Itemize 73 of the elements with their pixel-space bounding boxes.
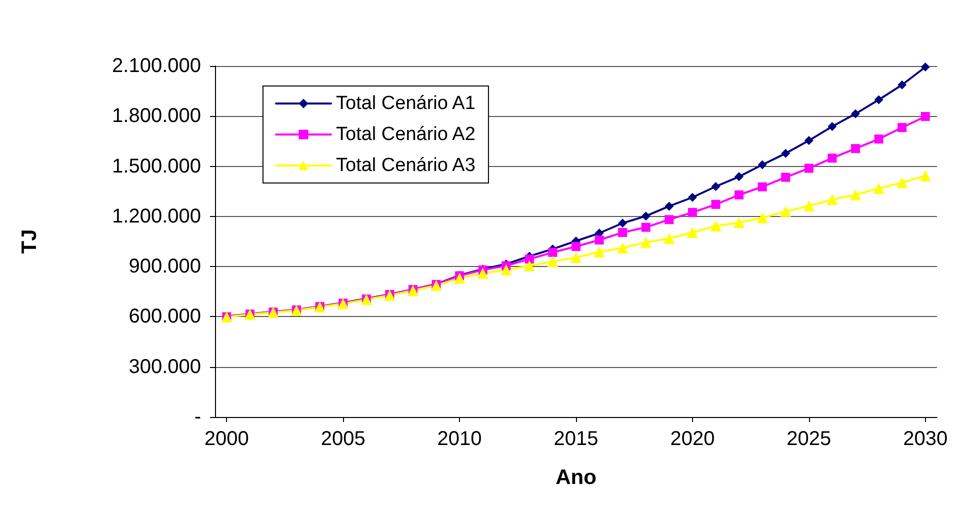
point [524,260,535,272]
point [640,236,652,248]
point [686,226,698,238]
point [850,109,860,118]
point [920,62,930,72]
point [804,164,814,173]
x-tick-label: 2010 [437,428,482,450]
point [594,246,605,258]
point [850,189,861,200]
legend-label: Total Cenário A3 [336,155,476,176]
point [826,194,838,206]
point [828,122,837,132]
point [617,242,628,254]
y-tick-label: - [194,406,201,428]
point [547,256,558,268]
point [920,170,931,182]
y-tick-label: 1.500.000 [112,155,201,178]
point [477,268,488,279]
point [688,192,697,202]
point [641,212,650,221]
point [664,215,674,224]
y-axis-title: TJ [18,229,41,254]
point [804,136,814,146]
point [572,242,580,252]
point [734,172,744,182]
point [781,172,790,182]
point [850,144,860,154]
point [828,154,837,163]
point [874,95,884,104]
point [711,200,720,209]
point [898,80,907,90]
x-tick-label: 2015 [554,428,598,450]
legend-label: Total Cenário A2 [336,124,476,145]
y-tick-label: 600.000 [128,306,201,328]
point [873,182,884,194]
point [803,200,814,212]
y-tick-label: 2.100.000 [112,55,201,77]
point [454,272,466,284]
point [641,222,650,232]
x-tick-label: 2020 [670,428,715,450]
x-axis-title: Ano [556,466,596,489]
point [664,232,675,244]
x-tick-label: 2000 [204,428,249,450]
x-tick-label: 2005 [320,428,366,450]
point [710,220,722,232]
point [758,182,767,192]
point [734,190,744,200]
y-tick-label: 300.000 [128,356,201,378]
x-tick-label: 2030 [903,428,948,450]
point [688,208,697,217]
point [781,148,790,158]
point [711,182,720,192]
point [524,254,534,264]
point [756,212,768,224]
point [570,252,582,264]
point [734,217,745,228]
legend-label: Total Cenário A1 [336,93,476,114]
point [664,202,674,211]
y-tick-label: 1.200.000 [112,205,201,228]
point [896,177,908,188]
point [898,123,907,132]
y-tick-label: 900.000 [128,256,201,278]
point [780,206,792,217]
point [874,134,884,144]
point [594,235,604,244]
point [500,264,512,276]
x-tick-label: 2025 [786,428,832,450]
point [618,228,628,237]
point [920,112,930,121]
y-tick-label: 1.800.000 [112,105,201,128]
point [618,218,628,228]
point [758,160,767,170]
point [548,248,558,257]
